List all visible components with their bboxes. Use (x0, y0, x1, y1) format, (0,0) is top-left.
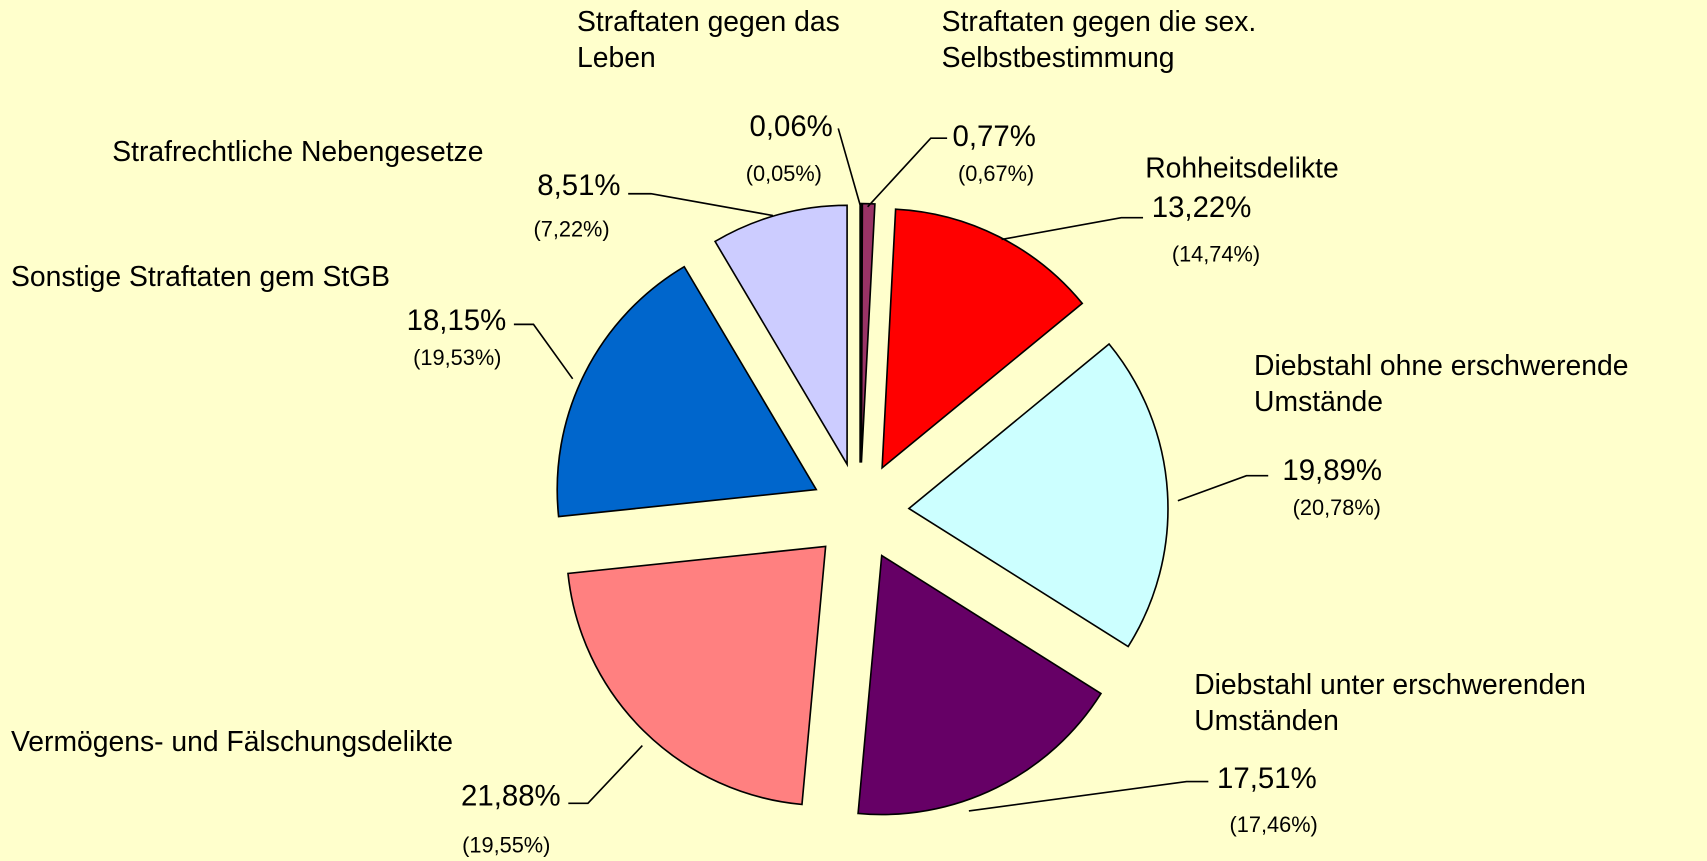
slice-previous: (0,05%) (746, 161, 822, 186)
slice-previous: (14,74%) (1172, 242, 1260, 267)
slice-name: Diebstahl ohne erschwerende Umstände (1254, 349, 1628, 417)
leader-line (968, 780, 1209, 812)
slice-percent: 21,88% (461, 780, 561, 813)
name-line: Umstände (1254, 385, 1383, 417)
pie-slice (881, 208, 1084, 470)
slice-name: Diebstahl unter erschwerenden Umständen (1194, 668, 1586, 736)
leader-line (1177, 474, 1269, 502)
leader-line (867, 137, 948, 208)
slice-percent: 13,22% (1152, 191, 1252, 224)
slice-previous: (19,53%) (413, 345, 501, 370)
slice-name: Straftaten gegen das Leben (577, 5, 840, 73)
slice-previous: (20,78%) (1293, 495, 1381, 520)
name-line: Leben (577, 41, 656, 73)
name-line: Umständen (1194, 704, 1339, 736)
pie-slice (860, 202, 876, 463)
slice-name: Sonstige Straftaten gem StGB (11, 260, 390, 292)
slice-percent: 18,15% (407, 304, 507, 337)
name-line: Straftaten gegen das (577, 5, 840, 37)
slice-previous: (19,55%) (462, 833, 550, 858)
slice-name: Straftaten gegen die sex. Selbstbestimmun… (942, 5, 1257, 73)
slice-name: Strafrechtliche Nebengesetze (112, 135, 483, 167)
pie-slice (567, 545, 827, 806)
leader-line (513, 323, 574, 380)
slice-percent: 17,51% (1217, 762, 1317, 795)
slice-percent: 0,06% (750, 110, 833, 143)
slice-previous: (0,67%) (958, 161, 1034, 186)
pie-slice (713, 204, 848, 468)
slice-previous: (17,46%) (1230, 812, 1318, 837)
slice-previous: (7,22%) (533, 217, 609, 242)
pie-slice (556, 265, 818, 518)
leader-line (568, 745, 643, 805)
name-line: Diebstahl unter erschwerenden (1194, 668, 1586, 700)
slice-name: Vermögens- und Fälschungsdelikte (11, 725, 453, 757)
leader-line (628, 192, 774, 217)
name-line: Straftaten gegen die sex. (942, 5, 1257, 37)
slice-percent: 0,77% (953, 120, 1036, 153)
slice-percent: 8,51% (537, 169, 620, 202)
name-line: Diebstahl ohne erschwerende (1254, 349, 1628, 381)
slice-name: Rohheitsdelikte (1145, 151, 1338, 183)
pie-slice (907, 342, 1169, 648)
pie-slice (857, 554, 1103, 816)
leader-line (837, 128, 861, 205)
slice-percent: 19,89% (1282, 454, 1382, 487)
leader-line (1001, 216, 1144, 241)
name-line: Selbstbestimmung (942, 41, 1175, 73)
